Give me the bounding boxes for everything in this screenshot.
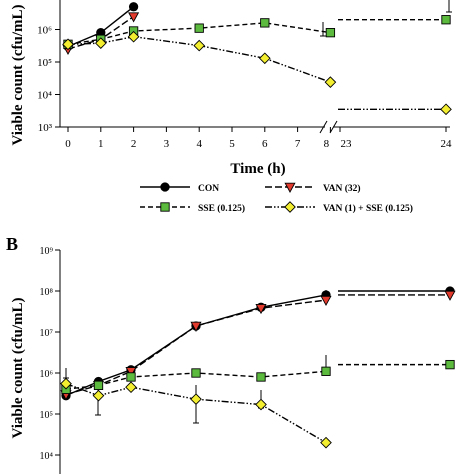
data-point <box>258 52 271 65</box>
y-tick-label: 10⁵ <box>37 57 52 69</box>
series-sse-0-125- <box>63 15 451 49</box>
legend-marker <box>160 202 170 212</box>
y-tick-label: 10⁶ <box>37 25 52 37</box>
data-point <box>321 366 331 376</box>
x-tick-label: 4 <box>196 138 202 150</box>
data-point <box>445 359 455 370</box>
legend-item-sse-0-125-: SSE (0.125) <box>140 202 245 214</box>
data-point <box>62 38 74 51</box>
data-point <box>320 295 332 307</box>
axis-break-mark <box>319 120 328 134</box>
panel-b-series <box>60 286 456 449</box>
legend-item-van-1-sse-0-125-: VAN (1) + SSE (0.125) <box>265 201 413 214</box>
y-tick-label: 10³ <box>38 122 53 134</box>
legend-item-con: CON <box>140 182 219 194</box>
data-point <box>190 321 202 332</box>
series-line <box>65 299 327 396</box>
panel-a-series <box>62 2 452 116</box>
data-point <box>324 76 337 88</box>
panel-b-chart: B 10⁴ 10⁵ 10⁶ 10⁷ 10⁸ 10⁹ Viable count (cfu/m… <box>6 234 456 474</box>
data-point <box>440 103 452 116</box>
data-point <box>260 18 270 28</box>
x-tick-label: 0 <box>65 138 71 150</box>
series-b-van-32- <box>60 290 456 401</box>
legend-label: CON <box>198 184 219 194</box>
data-point <box>60 377 72 390</box>
data-point <box>92 389 105 402</box>
data-point <box>190 393 202 406</box>
data-point <box>255 398 267 411</box>
data-point <box>93 380 104 390</box>
series-line <box>65 370 327 391</box>
series-line <box>65 382 327 444</box>
data-point <box>128 2 139 12</box>
data-point <box>126 372 136 382</box>
panel-a-x-axis-label: Time (h) <box>230 161 285 177</box>
y-tick-label: 10⁶ <box>40 369 54 380</box>
y-tick-label: 10⁸ <box>40 287 54 298</box>
data-point <box>94 37 107 49</box>
x-tick-label: 6 <box>262 138 268 150</box>
y-tick-label: 10⁴ <box>40 451 54 462</box>
x-tick-label: 23 <box>341 138 353 150</box>
legend-item-van-32-: VAN (32) <box>265 182 361 194</box>
data-point <box>325 27 336 38</box>
legend-label: VAN (1) + SSE (0.125) <box>323 203 413 214</box>
y-tick-label: 10⁹ <box>40 246 54 257</box>
data-point <box>320 436 332 449</box>
data-point <box>193 39 206 52</box>
y-tick-label: 10⁷ <box>40 328 54 339</box>
x-tick-label: 1 <box>98 138 104 150</box>
legend-marker <box>160 182 170 192</box>
legend-marker <box>284 182 296 193</box>
axis-break-mark <box>329 120 338 134</box>
legend-label: VAN (32) <box>323 183 361 194</box>
data-point <box>444 290 456 301</box>
data-point <box>127 30 140 43</box>
data-point <box>128 12 140 23</box>
y-tick-label: 10⁴ <box>37 90 52 102</box>
series-van-1-sse-0-125- <box>62 30 452 116</box>
series-b-sse-0-125- <box>61 359 455 394</box>
series-line <box>65 294 327 397</box>
data-point <box>194 23 204 33</box>
x-tick-label: 8 <box>324 138 330 150</box>
data-point <box>125 381 137 394</box>
x-tick-label: 24 <box>441 138 453 150</box>
legend-label: SSE (0.125) <box>198 203 245 214</box>
x-tick-label: 7 <box>295 138 301 150</box>
y-tick-label: 10⁵ <box>40 410 54 421</box>
legend-marker <box>284 201 296 213</box>
panel-b-axes: 10⁴ 10⁵ 10⁶ 10⁷ 10⁸ 10⁹ <box>40 246 329 474</box>
x-tick-label: 3 <box>164 138 170 150</box>
data-point <box>255 303 267 315</box>
data-point <box>191 368 201 378</box>
series-b-con <box>61 286 455 401</box>
panel-b-letter: B <box>6 234 18 254</box>
panel-b-y-axis-label: Viable count (cfu/mL) <box>10 297 26 438</box>
series-line <box>67 36 331 83</box>
panel-a-y-axis-label: Viable count (cfu/mL) <box>10 4 26 145</box>
x-tick-label: 2 <box>131 138 137 150</box>
legend: CON VAN (32) SSE (0.125) VAN (1) + SSE (0.1… <box>140 182 413 214</box>
series-line <box>67 22 331 46</box>
x-tick-label: 5 <box>229 138 235 150</box>
data-point <box>125 367 137 378</box>
series-b-van-1-sse-0-125- <box>60 377 332 449</box>
data-point <box>256 372 266 382</box>
data-point <box>441 15 451 25</box>
